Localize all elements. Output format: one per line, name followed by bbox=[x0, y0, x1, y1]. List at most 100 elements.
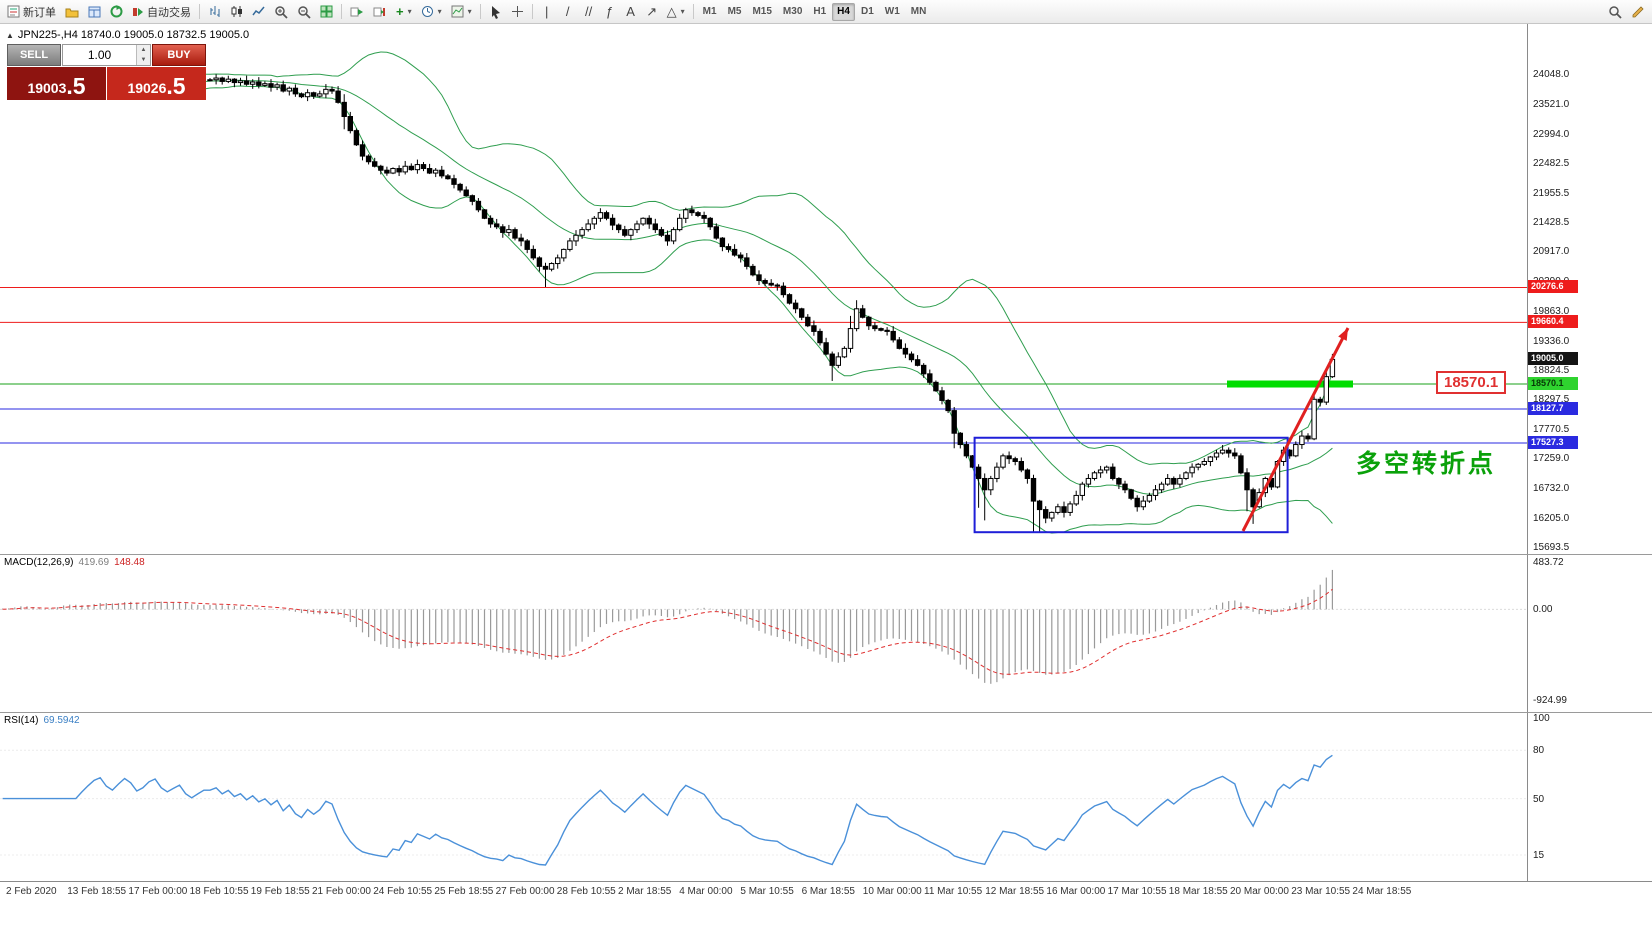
periods-button[interactable]: ▾ bbox=[417, 2, 446, 22]
zoom-out-icon bbox=[298, 5, 311, 19]
fibonacci-icon: ƒ bbox=[606, 4, 614, 19]
buy-button[interactable]: BUY bbox=[152, 44, 206, 66]
sell-price[interactable]: 19003 .5 bbox=[7, 67, 106, 100]
toolbar-separator bbox=[341, 4, 342, 19]
price-axis-label: 21955.5 bbox=[1533, 187, 1570, 199]
price-axis-label: 19336.0 bbox=[1533, 335, 1570, 347]
date-label: 21 Feb 00:00 bbox=[312, 886, 371, 897]
candlestick-chart-type-button[interactable] bbox=[226, 2, 247, 22]
profiles-icon bbox=[65, 8, 79, 17]
auto-trading-button[interactable]: 自动交易 bbox=[128, 2, 195, 22]
timeframe-m5-button[interactable]: M5 bbox=[723, 3, 747, 21]
cursor-tool-button[interactable] bbox=[485, 2, 506, 22]
rsi-axis-label: 100 bbox=[1533, 713, 1550, 724]
timeframe-mn-button[interactable]: MN bbox=[906, 3, 932, 21]
price-axis-label: 16205.0 bbox=[1533, 512, 1570, 524]
price-axis-label: 17259.0 bbox=[1533, 453, 1570, 465]
zoom-in-button[interactable] bbox=[270, 2, 292, 22]
rsi-axis-label: 50 bbox=[1533, 793, 1545, 805]
channel-tool-button[interactable]: // bbox=[579, 2, 599, 22]
zoom-out-button[interactable] bbox=[293, 2, 315, 22]
trendline-icon: / bbox=[565, 4, 570, 19]
auto-trading-icon bbox=[133, 7, 143, 16]
macd-canvas[interactable] bbox=[0, 554, 1527, 712]
date-label: 6 Mar 18:55 bbox=[801, 886, 855, 897]
text-icon: A bbox=[626, 4, 635, 19]
macd-name: MACD(12,26,9) bbox=[4, 557, 74, 568]
market-watch-button[interactable] bbox=[84, 2, 105, 22]
price-axis-label: 20917.0 bbox=[1533, 246, 1570, 258]
timeframe-w1-button[interactable]: W1 bbox=[880, 3, 905, 21]
volume-up-button[interactable]: ▲ bbox=[137, 45, 150, 55]
sell-button[interactable]: SELL bbox=[7, 44, 61, 66]
text-tool-button[interactable]: A bbox=[621, 2, 641, 22]
timeframe-m1-button[interactable]: M1 bbox=[698, 3, 722, 21]
panel-divider[interactable] bbox=[0, 712, 1652, 713]
market-watch-icon bbox=[88, 6, 101, 17]
tile-windows-button[interactable] bbox=[316, 2, 337, 22]
line-chart-type-button[interactable] bbox=[248, 2, 269, 22]
auto-scroll-button[interactable] bbox=[346, 2, 368, 22]
crosshair-tool-button[interactable] bbox=[507, 2, 528, 22]
timeframe-m15-button[interactable]: M15 bbox=[747, 3, 776, 21]
indicators-button[interactable]: + ▾ bbox=[392, 2, 416, 22]
price-chart-canvas[interactable] bbox=[0, 24, 1527, 554]
price-axis-label: 21428.5 bbox=[1533, 217, 1570, 229]
price-callout: 18570.1 bbox=[1436, 371, 1507, 394]
chart-shift-icon bbox=[373, 7, 385, 16]
volume-box: ▲ ▼ bbox=[62, 44, 151, 66]
trendline-tool-button[interactable]: / bbox=[558, 2, 578, 22]
timeframe-m30-button[interactable]: M30 bbox=[778, 3, 807, 21]
panel-divider[interactable] bbox=[0, 554, 1652, 555]
date-label: 28 Feb 10:55 bbox=[556, 886, 616, 897]
templates-button[interactable]: ▾ bbox=[447, 2, 476, 22]
price-tag: 20276.6 bbox=[1528, 280, 1578, 294]
vertical-line-tool-button[interactable]: | bbox=[537, 2, 557, 22]
edit-button[interactable] bbox=[1627, 2, 1649, 22]
price-axis-label: 22994.0 bbox=[1533, 128, 1570, 140]
turning-point-annotation: 多空转折点 bbox=[1356, 449, 1497, 478]
indicators-add-icon: + bbox=[396, 4, 404, 19]
crosshair-icon bbox=[511, 6, 523, 17]
price-tag: 19005.0 bbox=[1528, 352, 1578, 366]
candlestick-chart-icon bbox=[231, 6, 242, 17]
timeframe-h1-button[interactable]: H1 bbox=[808, 3, 831, 21]
volume-down-button[interactable]: ▼ bbox=[137, 55, 150, 65]
toolbar-separator bbox=[531, 4, 533, 19]
chart-shift-button[interactable] bbox=[369, 2, 391, 22]
timeframe-h4-button[interactable]: H4 bbox=[832, 2, 855, 21]
macd-panel: MACD(12,26,9) 419.69 148.48 bbox=[0, 554, 1527, 712]
buy-price[interactable]: 19026 .5 bbox=[107, 67, 206, 100]
volume-input[interactable] bbox=[63, 45, 136, 65]
bar-chart-type-button[interactable] bbox=[204, 2, 225, 22]
date-label: 27 Feb 00:00 bbox=[495, 886, 555, 897]
price-axis-label: 24048.0 bbox=[1533, 69, 1570, 81]
price-chart-panel: ▲ JPN225-,H4 18740.0 19005.0 18732.5 190… bbox=[0, 24, 1527, 554]
time-axis: 2 Feb 2020 13 Feb 18:55 17 Feb 00:00 18 Feb… bbox=[0, 881, 1652, 902]
collapse-one-click-icon[interactable]: ▲ bbox=[6, 30, 14, 40]
rsi-canvas[interactable] bbox=[0, 712, 1527, 881]
fibonacci-tool-button[interactable]: ƒ bbox=[600, 2, 620, 22]
shapes-tool-button[interactable]: △ ▾ bbox=[663, 2, 689, 22]
search-button[interactable] bbox=[1604, 2, 1626, 22]
new-order-button[interactable]: 新订单 bbox=[3, 2, 60, 22]
date-label: 17 Feb 00:00 bbox=[128, 886, 188, 897]
cursor-icon bbox=[491, 5, 500, 19]
price-axis-label: 18297.5 bbox=[1533, 394, 1570, 406]
main-toolbar: 新订单 自动交易 + ▾ ▾ ▾ bbox=[0, 0, 1652, 24]
chevron-down-icon: ▾ bbox=[467, 7, 472, 16]
macd-value-main: 419.69 bbox=[78, 557, 110, 568]
date-label: 23 Mar 10:55 bbox=[1291, 886, 1351, 897]
vertical-line-icon: | bbox=[544, 4, 549, 19]
arrows-tool-button[interactable]: ↗ bbox=[642, 2, 662, 22]
date-label: 2 Mar 18:55 bbox=[618, 886, 672, 897]
date-label: 19 Feb 18:55 bbox=[250, 886, 310, 897]
macd-axis-label: 483.72 bbox=[1533, 557, 1564, 568]
refresh-button[interactable] bbox=[106, 2, 127, 22]
tile-windows-icon bbox=[320, 5, 333, 18]
date-label: 10 Mar 00:00 bbox=[862, 886, 922, 897]
timeframe-d1-button[interactable]: D1 bbox=[856, 3, 879, 21]
profiles-button[interactable] bbox=[61, 2, 83, 22]
line-chart-icon bbox=[252, 6, 265, 16]
sell-price-main: 19003 bbox=[27, 80, 67, 96]
